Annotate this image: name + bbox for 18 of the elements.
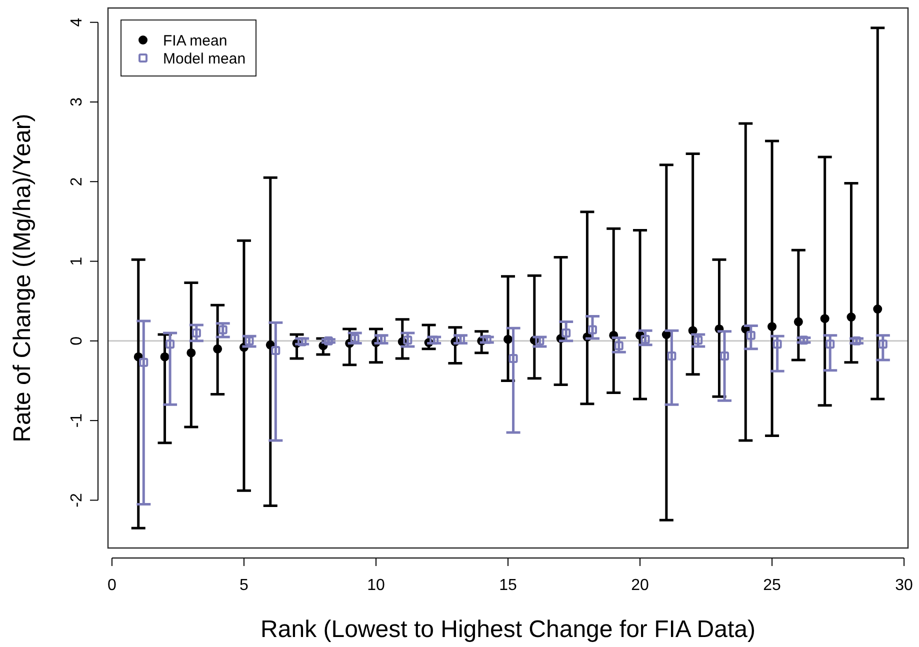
- y-axis-title: Rate of Change ((Mg/ha)/Year): [9, 114, 36, 442]
- y-tick-label: 1: [68, 256, 86, 266]
- y-tick-label: -2: [68, 493, 86, 508]
- y-tick-label: 4: [68, 18, 86, 27]
- legend-label: FIA mean: [163, 32, 228, 50]
- x-tick-label: 25: [763, 576, 782, 594]
- x-tick-label: 15: [499, 576, 517, 594]
- y-tick-label: 0: [68, 336, 86, 346]
- y-tick-label: 2: [68, 177, 86, 186]
- x-tick-label: 5: [240, 576, 249, 594]
- y-tick-label: -1: [68, 413, 86, 428]
- x-tick-label: 20: [631, 576, 650, 594]
- x-tick-label: 0: [108, 576, 117, 594]
- y-tick-label: 3: [68, 97, 86, 106]
- x-axis-title: Rank (Lowest to Highest Change for FIA Data): [260, 616, 756, 643]
- legend-label: Model mean: [163, 50, 246, 68]
- x-tick-label: 10: [367, 576, 385, 594]
- x-tick-label: 30: [895, 576, 914, 594]
